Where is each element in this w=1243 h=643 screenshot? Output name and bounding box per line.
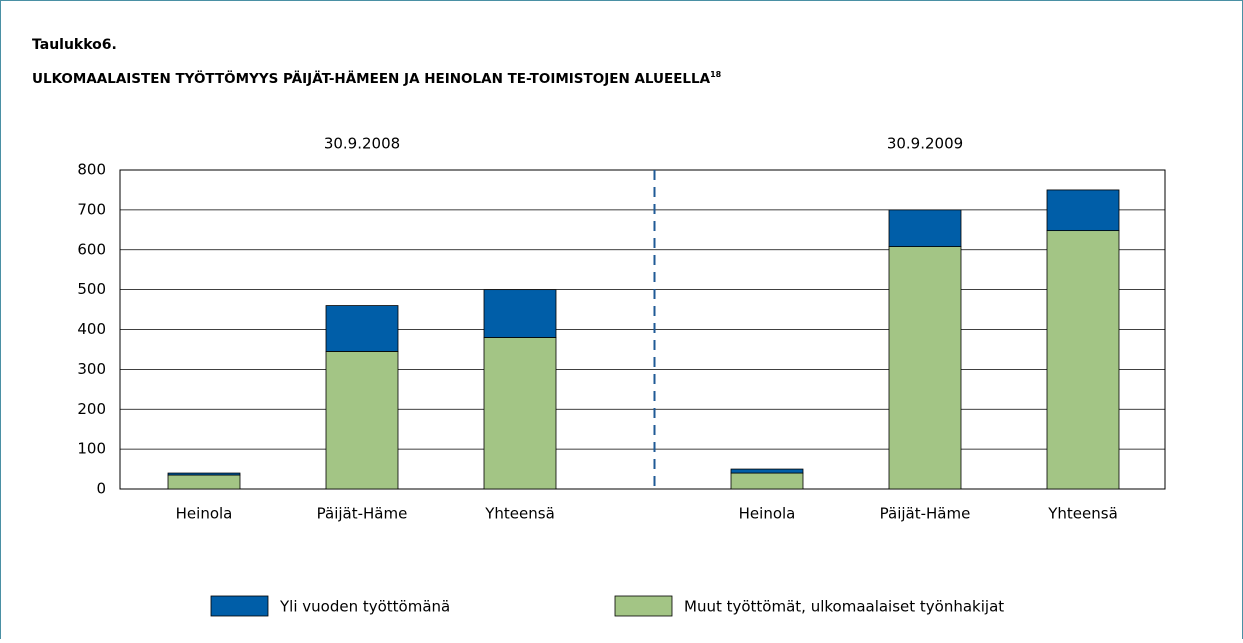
group-label: 30.9.2008	[324, 135, 400, 153]
legend-swatch	[614, 595, 673, 617]
bar-segment	[888, 209, 962, 247]
x-tick-label: Heinola	[176, 505, 233, 523]
bar-segment	[1046, 189, 1120, 232]
chart-title: Taulukko6.	[32, 37, 117, 53]
y-tick-label: 700	[77, 200, 106, 218]
bar-segment	[730, 468, 804, 474]
subtitle-text: ULKOMAALAISTEN TYÖTTÖMYYS PÄIJÄT-HÄMEEN …	[32, 69, 711, 87]
legend-label: Muut työttömät, ulkomaalaiset työnhakija…	[684, 598, 1004, 616]
legend-swatch	[210, 595, 269, 617]
x-tick-label: Yhteensä	[1047, 505, 1118, 523]
plot-area	[119, 169, 1166, 490]
y-tick-label: 300	[77, 360, 106, 378]
subtitle-superscript: 18	[710, 70, 722, 79]
legend-label: Yli vuoden työttömänä	[279, 598, 450, 616]
y-tick-label: 400	[77, 320, 106, 338]
bar-segment	[167, 472, 241, 476]
y-tick-label: 200	[77, 400, 106, 418]
group-label: 30.9.2009	[887, 135, 963, 153]
y-tick-label: 500	[77, 280, 106, 298]
bar-segment	[483, 337, 557, 490]
x-tick-label: Päijät-Häme	[317, 505, 408, 523]
bar-segment	[167, 474, 241, 490]
y-tick-label: 100	[77, 440, 106, 458]
bar-segment	[1046, 230, 1120, 490]
chart-subtitle: ULKOMAALAISTEN TYÖTTÖMYYS PÄIJÄT-HÄMEEN …	[32, 69, 722, 87]
bar-segment	[483, 289, 557, 338]
bar-segment	[730, 472, 804, 490]
y-tick-label: 600	[77, 240, 106, 258]
bar-segment	[325, 305, 399, 352]
x-tick-label: Heinola	[739, 505, 796, 523]
y-tick-label: 800	[77, 161, 106, 179]
bar-segment	[888, 246, 962, 490]
bar-segment	[325, 351, 399, 490]
x-tick-label: Yhteensä	[484, 505, 555, 523]
y-tick-label: 0	[96, 480, 106, 498]
x-tick-label: Päijät-Häme	[880, 505, 971, 523]
